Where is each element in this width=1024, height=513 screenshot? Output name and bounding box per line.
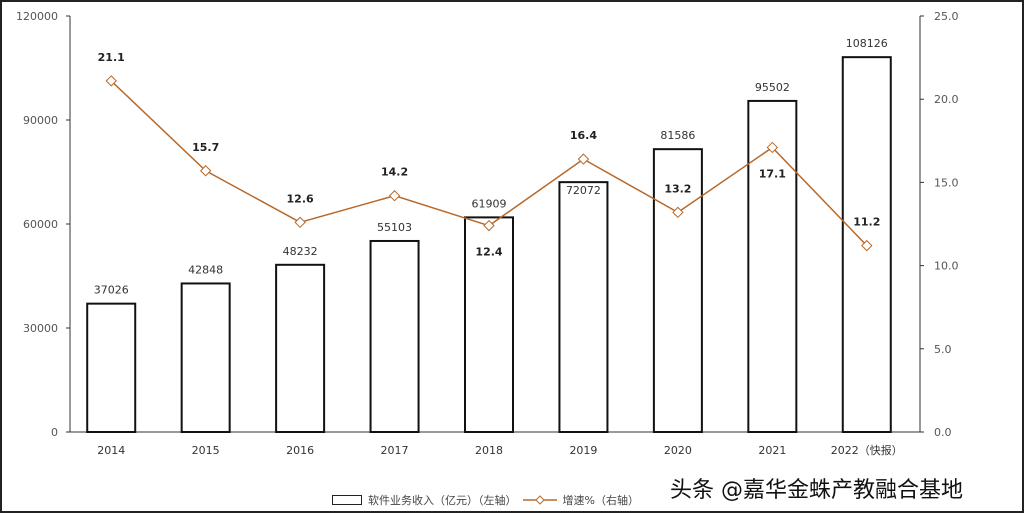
growth-point (861, 239, 873, 252)
x-tick-label: 2015 (192, 444, 220, 457)
left-tick-label: 120000 (16, 10, 58, 23)
bar-value-label: 81586 (660, 129, 695, 142)
bar (369, 239, 420, 433)
growth-value-label: 16.4 (570, 129, 597, 142)
growth-value-label: 11.2 (853, 216, 880, 229)
legend-line-label: 增速%（右轴） (562, 494, 639, 507)
left-tick-label: 60000 (23, 218, 58, 231)
bar (275, 263, 326, 434)
bar (86, 302, 137, 433)
growth-value-label: 12.4 (475, 246, 502, 259)
growth-point (672, 206, 684, 219)
growth-value-label: 15.7 (192, 141, 219, 154)
bar-value-label: 108126 (846, 37, 888, 50)
bar (747, 99, 798, 434)
left-tick-label: 90000 (23, 114, 58, 127)
growth-value-label: 17.1 (759, 167, 786, 180)
growth-point (577, 153, 590, 165)
x-tick-label: 2018 (475, 444, 503, 457)
x-tick-label: 2020 (664, 444, 692, 457)
growth-value-label: 12.6 (287, 192, 314, 205)
growth-point (766, 141, 779, 154)
bar-value-label: 55103 (377, 221, 412, 234)
legend-bar-swatch (332, 495, 362, 505)
bar-value-label: 72072 (566, 184, 601, 197)
x-tick-label: 2014 (97, 444, 125, 457)
legend: 软件业务收入（亿元）（左轴） 增速%（右轴） (332, 492, 639, 508)
x-tick-label: 2017 (381, 444, 409, 457)
right-tick-label: 20.0 (934, 93, 959, 106)
right-tick-label: 15.0 (934, 176, 959, 189)
x-tick-label: 2021 (758, 444, 786, 457)
left-tick-label: 30000 (23, 322, 58, 335)
growth-value-label: 14.2 (381, 166, 408, 179)
growth-point (105, 75, 117, 87)
growth-value-label: 21.1 (98, 51, 125, 64)
right-tick-label: 5.0 (934, 343, 952, 356)
bar-value-label: 61909 (472, 197, 507, 210)
watermark: 头条 @嘉华金蛛产教融合基地 (670, 478, 963, 503)
right-tick-label: 25.0 (934, 10, 959, 23)
bar-value-label: 95502 (755, 81, 790, 94)
bar-value-label: 48232 (283, 245, 318, 258)
bar (558, 181, 609, 433)
left-tick-label: 0 (51, 426, 58, 439)
growth-point (199, 165, 212, 177)
bar (180, 282, 231, 433)
x-tick-label: 2022（快报） (831, 443, 903, 457)
growth-point (483, 219, 495, 232)
right-tick-label: 10.0 (934, 260, 959, 273)
bar-value-label: 42848 (188, 263, 223, 276)
growth-point (294, 216, 306, 229)
growth-point (388, 190, 401, 202)
bar-value-label: 37026 (94, 284, 129, 297)
legend-line-swatch (522, 495, 557, 505)
bar (652, 148, 703, 433)
bar (464, 216, 514, 433)
growth-value-label: 13.2 (664, 182, 691, 195)
legend-bar-label: 软件业务收入（亿元）（左轴） (368, 494, 517, 507)
right-tick-label: 0.0 (934, 426, 952, 439)
x-tick-label: 2019 (569, 444, 597, 457)
x-tick-label: 2016 (286, 444, 314, 457)
